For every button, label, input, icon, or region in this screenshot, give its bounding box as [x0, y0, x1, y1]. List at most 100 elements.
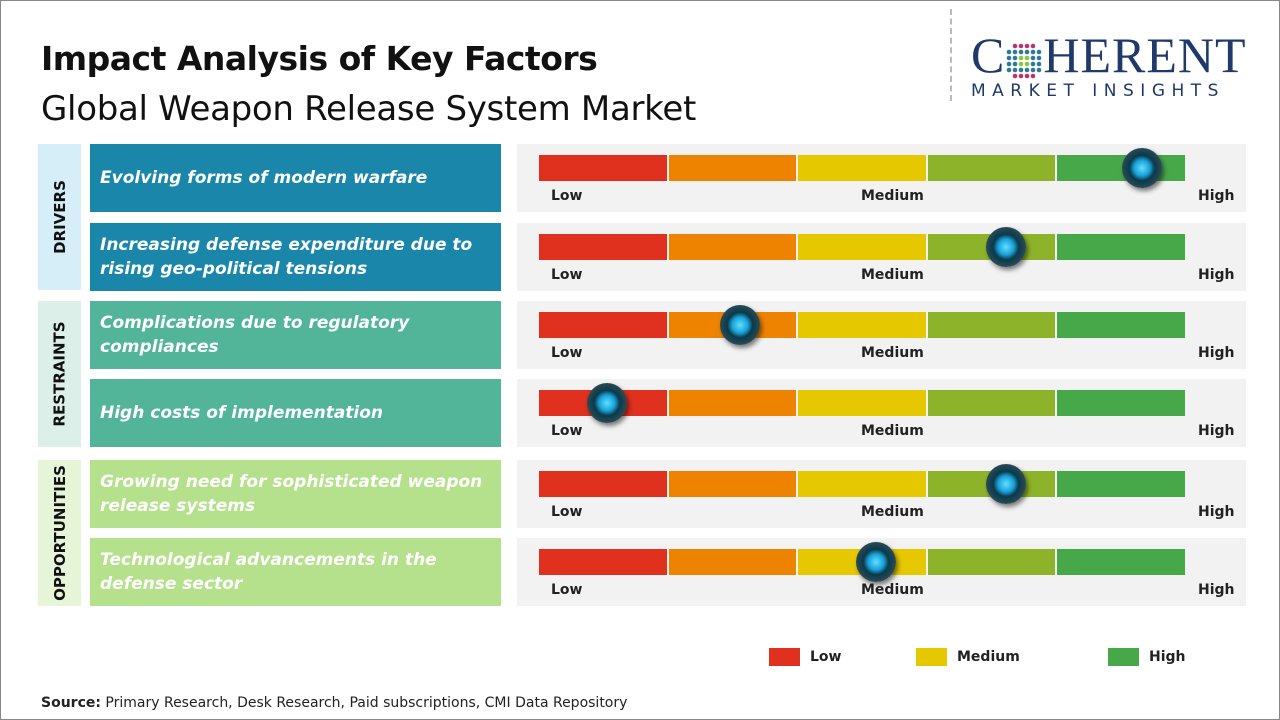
- legend-swatch: [769, 648, 800, 666]
- page-title: Impact Analysis of Key Factors: [41, 39, 598, 78]
- scale-segment: [539, 312, 667, 338]
- category-label: DRIVERS: [50, 180, 69, 254]
- scale-segment: [1057, 312, 1185, 338]
- scale-segment: [798, 471, 926, 497]
- scale-segment: [1057, 549, 1185, 575]
- impact-indicator: [985, 464, 1026, 504]
- medium-label: Medium: [861, 267, 924, 283]
- medium-label: Medium: [861, 582, 924, 598]
- scale-segment: [927, 549, 1056, 575]
- medium-label: Medium: [861, 188, 924, 204]
- scale-segment: [1057, 390, 1185, 416]
- scale-segment: [798, 234, 926, 260]
- globe-dot: [1019, 55, 1024, 60]
- scale-segment: [1057, 234, 1185, 260]
- scale-segment: [668, 234, 797, 260]
- scale-segment: [927, 155, 1056, 181]
- logo: C HERENT MARKET INSIGHTS: [971, 27, 1247, 101]
- globe-dot: [1007, 49, 1012, 54]
- impact-gauge: Low Medium High: [517, 223, 1246, 291]
- scale-segment: [668, 155, 797, 181]
- globe-dot: [1031, 73, 1036, 78]
- category-opportunities: OPPORTUNITIES: [38, 460, 81, 606]
- globe-dot: [1037, 67, 1042, 72]
- globe-dot: [1013, 73, 1018, 78]
- category-drivers: DRIVERS: [38, 144, 81, 290]
- globe-dot: [1013, 67, 1018, 72]
- factor-label: Growing need for sophisticated weapon re…: [90, 460, 501, 528]
- scale-segment: [668, 390, 797, 416]
- factor-label: Technological advancements in the defens…: [90, 538, 501, 606]
- globe-dot: [1019, 73, 1024, 78]
- globe-dot: [1025, 61, 1030, 66]
- globe-dot: [1013, 55, 1018, 60]
- globe-icon: [1007, 43, 1042, 78]
- globe-dot: [1025, 43, 1030, 48]
- impact-scale: [539, 390, 1187, 416]
- legend-label: High: [1149, 649, 1186, 665]
- divider: [950, 9, 952, 101]
- high-label: High: [1198, 267, 1235, 283]
- globe-dot: [1037, 55, 1042, 60]
- scale-segment: [539, 549, 667, 575]
- scale-segment: [668, 549, 797, 575]
- legend-swatch: [916, 648, 947, 666]
- scale-segment: [798, 390, 926, 416]
- legend-label: Low: [810, 649, 842, 665]
- globe-dot: [1019, 43, 1024, 48]
- medium-label: Medium: [861, 423, 924, 439]
- factor-label: Increasing defense expenditure due to ri…: [90, 223, 501, 291]
- high-label: High: [1198, 504, 1235, 520]
- globe-dot: [1025, 49, 1030, 54]
- legend-item: Medium: [916, 648, 1020, 666]
- impact-gauge: Low Medium High: [517, 144, 1246, 212]
- high-label: High: [1198, 423, 1235, 439]
- globe-dot: [1031, 67, 1036, 72]
- impact-scale: [539, 234, 1187, 260]
- globe-dot: [1037, 49, 1042, 54]
- scale-segment: [927, 390, 1056, 416]
- globe-dot: [1007, 67, 1012, 72]
- scale-segment: [1057, 471, 1185, 497]
- low-label: Low: [551, 504, 583, 520]
- globe-dot: [1031, 61, 1036, 66]
- legend-label: Medium: [957, 649, 1020, 665]
- low-label: Low: [551, 267, 583, 283]
- globe-dot: [1031, 55, 1036, 60]
- legend-item: Low: [769, 648, 841, 666]
- scale-segment: [798, 312, 926, 338]
- globe-dot: [1025, 73, 1030, 78]
- legend-item: High: [1108, 648, 1186, 666]
- medium-label: Medium: [861, 504, 924, 520]
- low-label: Low: [551, 423, 583, 439]
- impact-indicator: [1121, 148, 1162, 188]
- impact-gauge: Low Medium High: [517, 460, 1246, 528]
- globe-dot: [1031, 49, 1036, 54]
- scale-segment: [668, 471, 797, 497]
- scale-segment: [539, 234, 667, 260]
- globe-dot: [1013, 49, 1018, 54]
- page-subtitle: Global Weapon Release System Market: [41, 89, 697, 129]
- globe-dot: [1031, 43, 1036, 48]
- category-restraints: RESTRAINTS: [38, 301, 81, 447]
- impact-gauge: Low Medium High: [517, 301, 1246, 369]
- globe-dot: [1013, 43, 1018, 48]
- legend-swatch: [1108, 648, 1139, 666]
- impact-indicator: [719, 305, 760, 345]
- category-label: OPPORTUNITIES: [50, 465, 69, 601]
- globe-dot: [1019, 49, 1024, 54]
- impact-gauge: Low Medium High: [517, 379, 1246, 447]
- impact-indicator: [985, 227, 1026, 267]
- factor-label: Complications due to regulatory complian…: [90, 301, 501, 369]
- globe-dot: [1025, 67, 1030, 72]
- globe-dot: [1007, 55, 1012, 60]
- globe-dot: [1019, 61, 1024, 66]
- impact-gauge: Low Medium High: [517, 538, 1246, 606]
- globe-dot: [1007, 61, 1012, 66]
- impact-scale: [539, 312, 1187, 338]
- globe-dot: [1025, 55, 1030, 60]
- impact-indicator: [855, 542, 896, 582]
- factor-label: High costs of implementation: [90, 379, 501, 447]
- medium-label: Medium: [861, 345, 924, 361]
- globe-dot: [1019, 67, 1024, 72]
